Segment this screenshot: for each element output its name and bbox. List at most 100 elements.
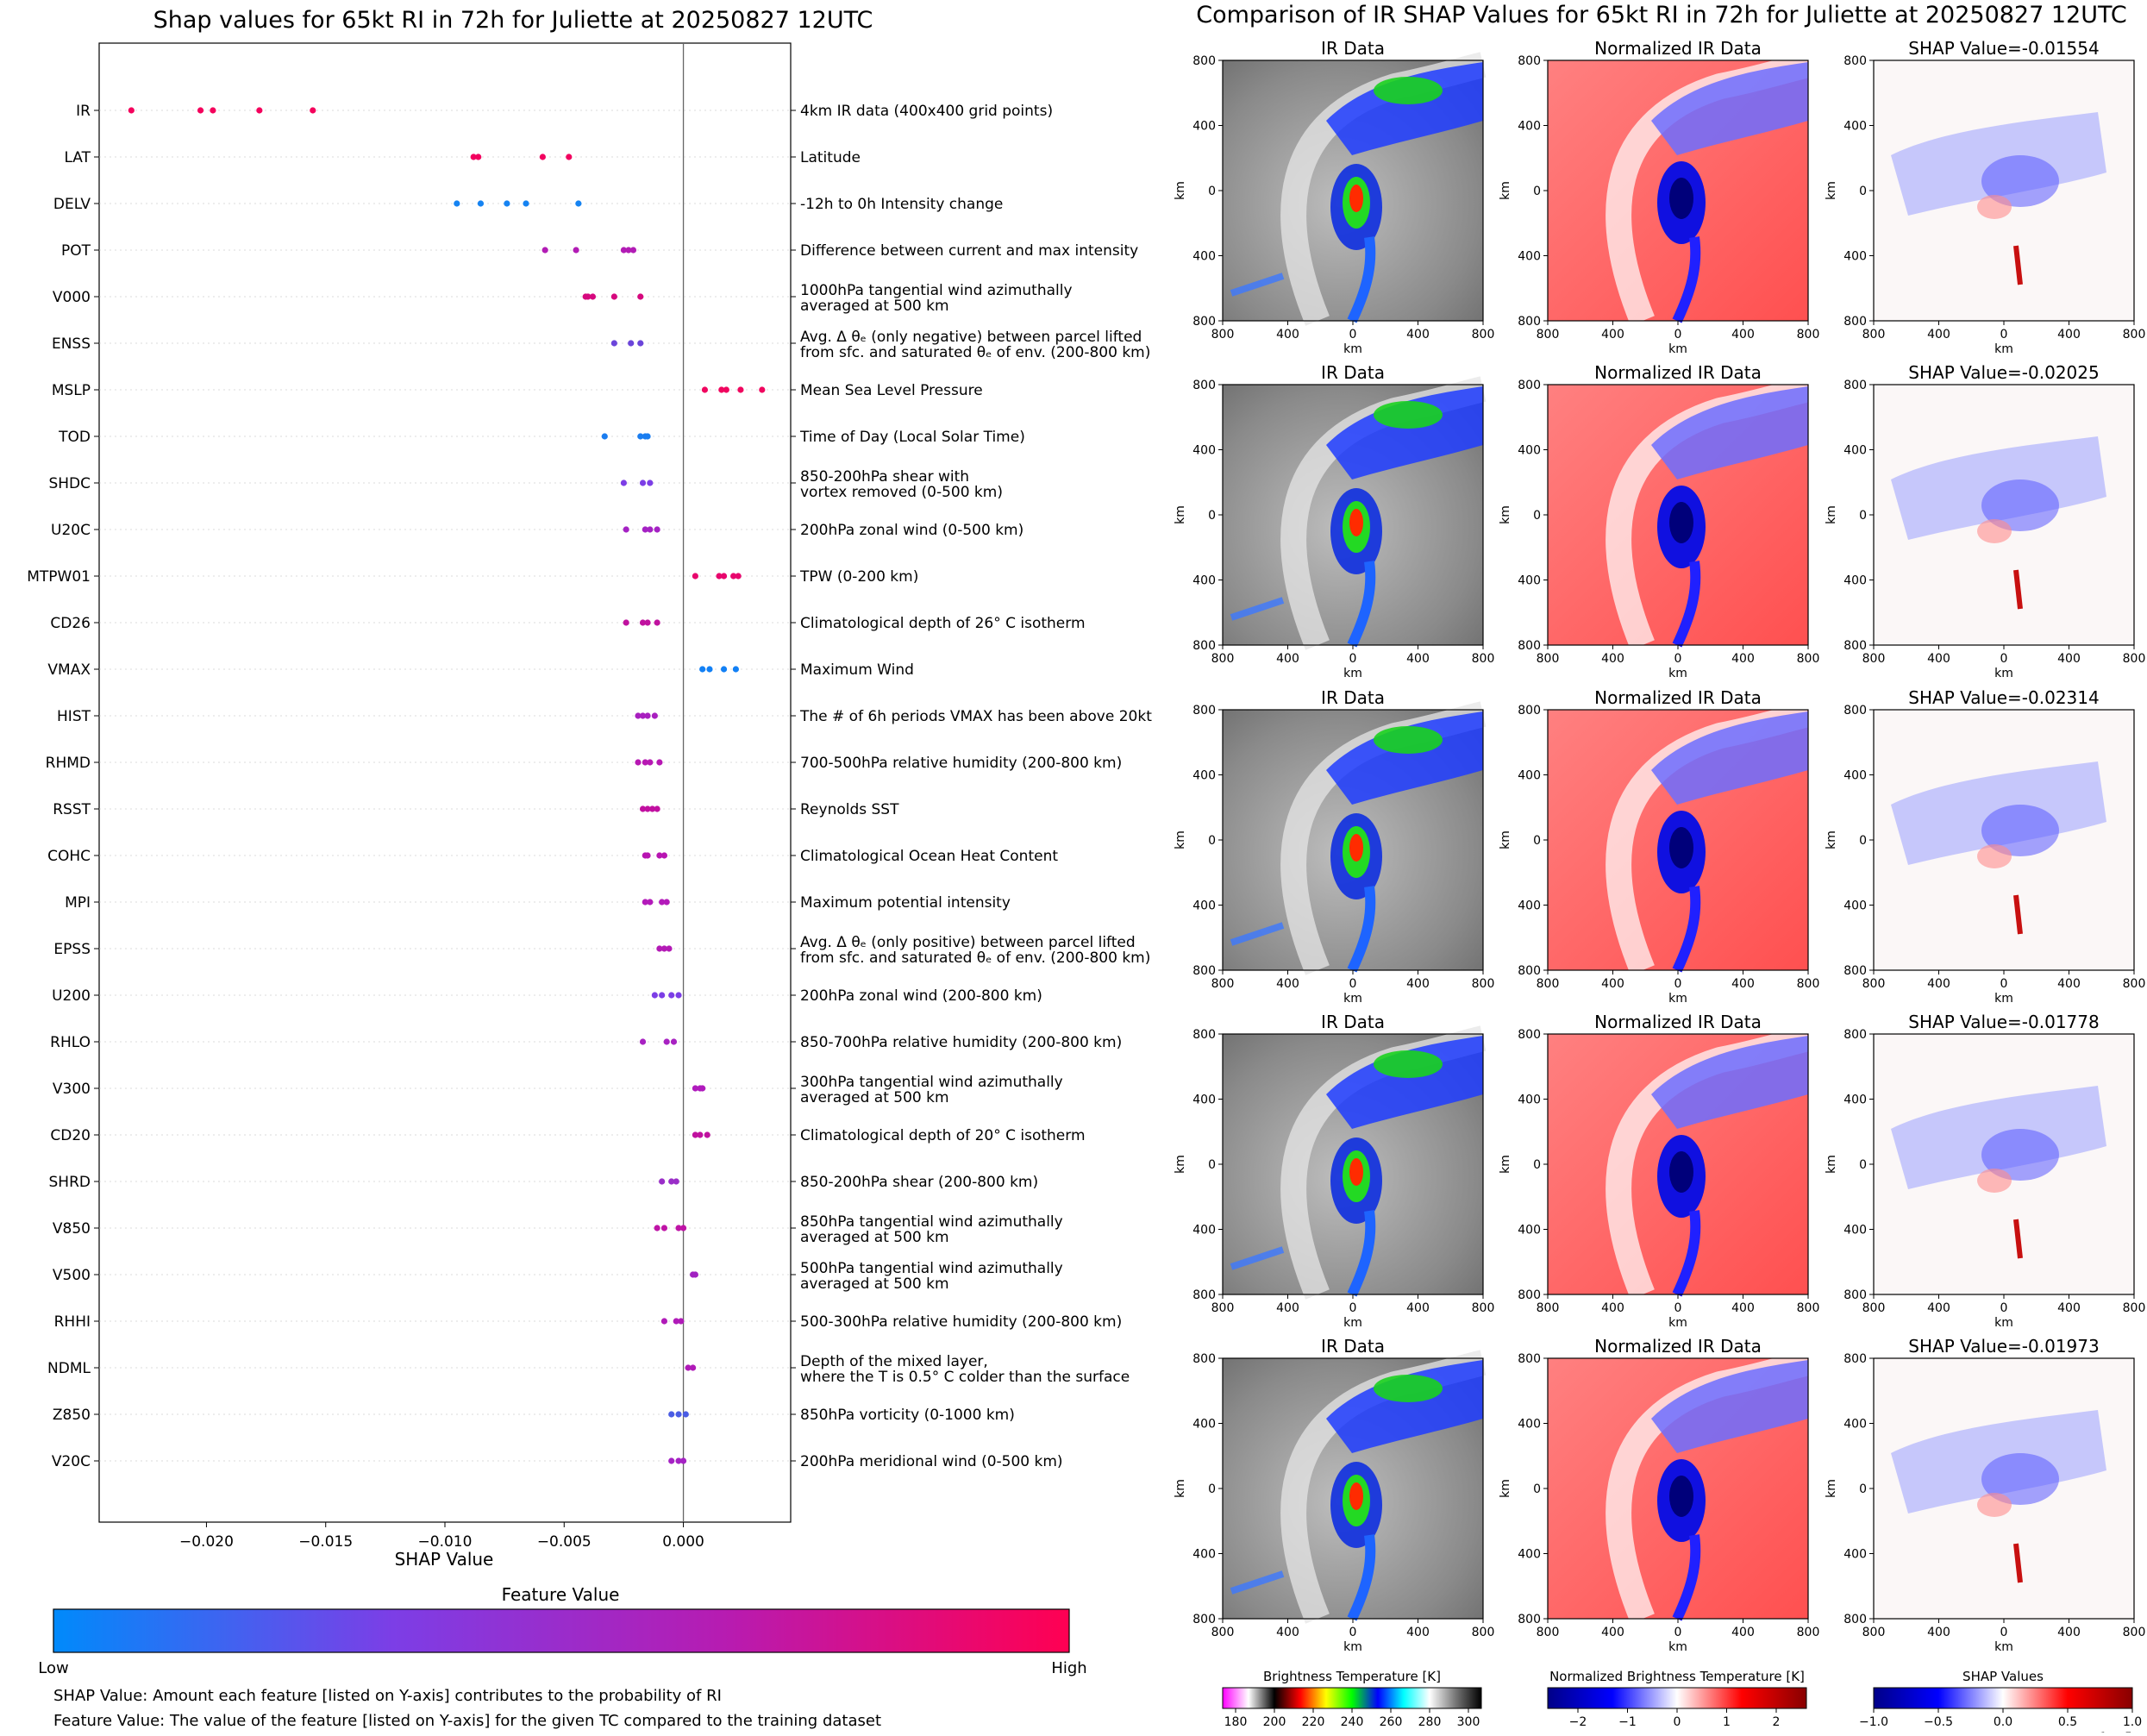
shap-point [477, 200, 485, 207]
x-tick-label: 400 [1276, 1626, 1299, 1639]
x-tick-label: 800 [1862, 977, 1886, 991]
x-tick-label: 0 [1674, 1626, 1682, 1639]
y-tick-label: 0 [1859, 185, 1867, 198]
shap-point [470, 154, 477, 160]
x-tick-label: 800 [1862, 652, 1886, 666]
cold-cloud-region [1651, 62, 1808, 155]
storm-core-inner [1349, 1482, 1363, 1510]
y-tick-label: 800 [1843, 704, 1867, 718]
negative-shap-core [1981, 155, 2059, 207]
y-tick-label: 0 [1859, 1158, 1867, 1172]
cold-cloud-region [1651, 711, 1808, 805]
y-tick-label: 0 [1208, 1482, 1216, 1496]
colorbar-tick-label: 1.0 [2123, 1715, 2142, 1729]
feature-label-cd20: CD20 [50, 1127, 91, 1144]
feature-description: Avg. Δ θₑ (only negative) between parcel… [800, 329, 1142, 346]
x-tick-label: 800 [1211, 652, 1235, 666]
y-tick-label: 800 [1518, 964, 1541, 978]
shap-point [673, 1318, 679, 1325]
shap-point [690, 1364, 697, 1371]
colorbar-title: Brightness Temperature [K] [1263, 1669, 1441, 1684]
shap-point [704, 1131, 710, 1138]
x-axis-label: km [1994, 992, 2013, 1006]
panel-title: Normalized IR Data [1594, 362, 1762, 383]
feature-label-cohc: COHC [47, 848, 91, 865]
very-cold-cloud-region [1374, 1050, 1443, 1078]
shap-point [735, 573, 742, 580]
cold-cloud-region [1326, 1360, 1483, 1453]
y-tick-label: 400 [1192, 1548, 1216, 1562]
x-tick-label: 800 [1797, 328, 1820, 342]
low-cloud-streak [1230, 1570, 1285, 1595]
colorbar-tick-label: 2 [1773, 1715, 1781, 1729]
rainband [1347, 236, 1376, 323]
shap-point [620, 479, 628, 486]
colorbar-gradient [1222, 1687, 1482, 1709]
y-tick-label: 0 [1208, 834, 1216, 848]
shap-point [723, 386, 729, 393]
rainband [1672, 886, 1701, 973]
left-chart-title: Shap values for 65kt RI in 72h for Julie… [153, 7, 873, 34]
shap-point [637, 293, 644, 300]
positive-shap-region [1977, 844, 2012, 868]
storm-core-inner [1349, 509, 1363, 536]
colorbar-tick-label: 0 [1674, 1715, 1681, 1729]
normalized-ir-panel: 80080040040000400400800800kmkmNormalized… [1499, 1336, 1819, 1654]
shap-point [635, 712, 642, 719]
feature-description: averaged at 500 km [800, 1275, 949, 1293]
colorbar-3: SHAP Values−1.0−0.50.00.51.01e−5 [1859, 1669, 2142, 1736]
feature-description: The # of 6h periods VMAX has been above … [799, 708, 1152, 725]
x-tick-label: 400 [1731, 1626, 1755, 1639]
x-tick-label: 800 [1797, 652, 1820, 666]
shap-point [628, 340, 635, 347]
x-axis-label: km [1994, 1316, 2013, 1330]
y-tick-label: 400 [1192, 1418, 1216, 1432]
shap-point [656, 945, 663, 952]
feature-description: where the T is 0.5° C colder than the su… [800, 1369, 1130, 1386]
shap-point [670, 1038, 678, 1045]
cold-cloud-region [1651, 386, 1808, 479]
feature-description: Maximum Wind [800, 661, 914, 679]
x-tick-label: 400 [2057, 652, 2081, 666]
panel-title: Normalized IR Data [1594, 38, 1762, 59]
panel-title: IR Data [1321, 38, 1385, 59]
very-cold-cloud-region [1374, 726, 1443, 754]
negative-shap-core [1981, 1129, 2059, 1181]
y-tick-label: 400 [1843, 769, 1867, 783]
feature-label-mtpw01: MTPW01 [27, 568, 91, 586]
panel-title: IR Data [1321, 1336, 1385, 1357]
y-tick-label: 800 [1843, 1352, 1867, 1366]
feature-label-v300: V300 [53, 1081, 91, 1098]
feature-description: 850-200hPa shear with [800, 468, 969, 486]
x-tick-label: 400 [1406, 328, 1430, 342]
plot-frame [98, 42, 792, 1523]
positive-shap-region [1977, 195, 2012, 219]
x-tick-label: 0 [1674, 977, 1682, 991]
x-tick-label: 400 [1731, 328, 1755, 342]
x-tick-label: 0 [1349, 652, 1357, 666]
y-tick-label: 800 [1518, 315, 1541, 329]
x-tick-label: 400 [1601, 328, 1624, 342]
colorbar-tick-label: 0.5 [2058, 1715, 2077, 1729]
feature-description: Latitude [800, 149, 861, 166]
storm-core-inner [1349, 834, 1363, 862]
y-tick-label: 800 [1518, 379, 1541, 392]
x-tick-label: 0 [2000, 1301, 2008, 1315]
feature-label-cd26: CD26 [50, 615, 91, 632]
x-tick-label: 800 [1537, 1626, 1560, 1639]
shap-summary-plot: IR 4km IR data (400x400 grid points) LAT La… [27, 42, 1152, 1730]
x-tick-label: 800 [1797, 1626, 1820, 1639]
colorbar-tick-label: 1 [1723, 1715, 1731, 1729]
feature-description: 300hPa tangential wind azimuthally [800, 1074, 1063, 1091]
x-tick-label: −0.020 [179, 1533, 234, 1551]
y-tick-label: 0 [1208, 185, 1216, 198]
x-tick-label: 0 [1349, 1301, 1357, 1315]
positive-shap-region [1977, 1169, 2012, 1193]
feature-label-z850: Z850 [53, 1407, 91, 1424]
shap-point [720, 573, 728, 580]
x-tick-label: 800 [2123, 1301, 2146, 1315]
footnote-feature: Feature Value: The value of the feature … [53, 1712, 881, 1730]
feature-description: Reynolds SST [800, 801, 899, 818]
